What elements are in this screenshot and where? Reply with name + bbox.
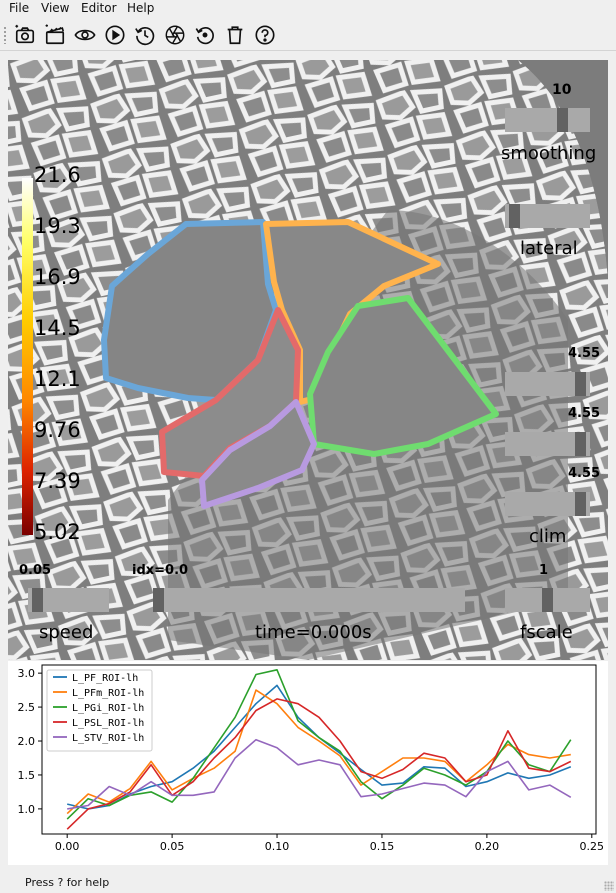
series-line-l-stv-roi-lh: [67, 738, 572, 810]
legend-entry: L_PF_ROI-lh: [72, 673, 138, 684]
roi-l-pf: [101, 219, 279, 403]
help-icon: [255, 25, 275, 45]
shutter-button[interactable]: [163, 23, 187, 47]
clim-max-slider[interactable]: [505, 372, 590, 396]
help-button[interactable]: [253, 23, 277, 47]
colorbar-tick-label: 9.76: [34, 418, 81, 442]
fscale-value: 1: [539, 563, 549, 578]
x-tick-label: 0.20: [475, 840, 500, 853]
brain-viewport[interactable]: 10 smoothing lateral 4.55 4.55 4.55 clim…: [8, 60, 608, 660]
view-label: lateral: [520, 238, 578, 259]
clapperboard-icon: [45, 24, 65, 45]
time-slider-thumb[interactable]: [153, 588, 164, 612]
clim-label: clim: [529, 526, 567, 547]
legend-entry: L_PGi_ROI-lh: [72, 703, 144, 714]
smoothing-label: smoothing: [501, 143, 597, 164]
clim-min-slider-thumb[interactable]: [575, 492, 587, 516]
x-tick-label: 0.10: [265, 840, 290, 853]
menu-view[interactable]: View: [41, 1, 70, 15]
clim-min-value: 4.55: [568, 466, 601, 481]
x-tick-label: 0.25: [580, 840, 605, 853]
speed-label: speed: [39, 622, 94, 643]
x-tick-label: 0.05: [160, 840, 185, 853]
visibility-button[interactable]: [73, 23, 97, 47]
clim-mid-value: 4.55: [568, 406, 601, 421]
plot-frame: [41, 664, 597, 835]
series-line-l-pfm-roi-lh: [66, 689, 571, 815]
speed-slider-thumb[interactable]: [32, 588, 44, 612]
clim-max-slider-thumb[interactable]: [575, 372, 587, 396]
y-tick-label: 2.0: [18, 735, 36, 748]
reset-icon: [195, 27, 214, 45]
menu-editor[interactable]: Editor: [81, 1, 117, 15]
fscale-slider[interactable]: [505, 588, 590, 612]
speed-slider[interactable]: [28, 588, 109, 612]
colorbar-tick-label: 5.02: [34, 520, 81, 544]
legend-entry: L_PSL_ROI-lh: [72, 718, 144, 729]
series-line-l-psl-roi-lh: [66, 698, 572, 830]
x-tick-label: 0.00: [55, 840, 80, 853]
menu-file[interactable]: File: [9, 1, 30, 15]
colorbar-tick-label: 14.5: [34, 316, 81, 340]
clim-max-value: 4.55: [568, 346, 601, 361]
reset-button[interactable]: [193, 23, 217, 47]
colorbar-tick-label: 12.1: [34, 367, 81, 391]
colorbar-tick-label: 16.9: [34, 265, 81, 289]
clim-min-slider[interactable]: [505, 492, 590, 516]
menu-bar: File View Editor Help: [0, 0, 616, 18]
eye-icon: [74, 29, 96, 41]
status-bar: Press ? for help: [0, 868, 616, 893]
smoothing-slider[interactable]: [505, 108, 590, 132]
legend-entry: L_STV_ROI-lh: [72, 733, 144, 744]
roi-l-stv: [199, 399, 317, 509]
timecourse-plot[interactable]: 0.00 0.05 0.10 0.15 0.20 0.25 1.0 1.5 2.0 2.5 3.0 …: [8, 661, 608, 865]
smoothing-value: 10: [552, 82, 572, 98]
history-icon: [135, 27, 155, 46]
y-tick-label: 1.0: [18, 803, 36, 816]
play-icon: [105, 25, 125, 45]
fscale-label: fscale: [520, 622, 573, 643]
colorbar-tick-label: 19.3: [34, 214, 81, 238]
restore-view-button[interactable]: [133, 23, 157, 47]
movie-button[interactable]: [43, 23, 67, 47]
trash-icon: [227, 26, 243, 45]
y-tick-label: 2.5: [18, 701, 36, 714]
colorbar: [22, 178, 33, 535]
legend-box: [46, 669, 153, 752]
legend-entry: L_PFm_ROI-lh: [72, 688, 144, 699]
brain-surface[interactable]: [8, 60, 608, 660]
colorbar-tick-label: 21.6: [34, 163, 81, 187]
time-slider[interactable]: [153, 588, 465, 612]
y-tick-label: 3.0: [18, 667, 36, 680]
timecourse-chart[interactable]: 0.00 0.05 0.10 0.15 0.20 0.251.01.52.02.53.0 …: [8, 661, 608, 865]
toolbar: [0, 19, 616, 51]
toolbar-grip[interactable]: [3, 26, 7, 44]
clear-button[interactable]: [223, 23, 247, 47]
camera-icon: [15, 24, 35, 44]
status-text: Press ? for help: [25, 876, 110, 889]
menu-help[interactable]: Help: [127, 1, 155, 15]
fscale-slider-thumb[interactable]: [542, 588, 553, 612]
time-label: time=0.000s: [255, 622, 372, 643]
x-tick-label: 0.15: [370, 840, 395, 853]
y-tick-label: 1.5: [18, 769, 36, 782]
clim-mid-slider-thumb[interactable]: [575, 432, 587, 456]
size-grip[interactable]: [604, 881, 614, 891]
screenshot-button[interactable]: [13, 23, 37, 47]
clim-mid-slider[interactable]: [505, 432, 590, 456]
roi-l-pgi: [307, 295, 499, 457]
speed-value: 0.05: [19, 563, 52, 578]
view-slider-thumb[interactable]: [508, 204, 520, 228]
view-slider[interactable]: [505, 204, 590, 228]
colorbar-tick-label: 7.39: [34, 469, 81, 493]
time-index-label: idx=0.0: [132, 563, 189, 578]
play-button[interactable]: [103, 23, 127, 47]
smoothing-slider-thumb[interactable]: [556, 108, 568, 132]
aperture-icon: [165, 25, 185, 45]
